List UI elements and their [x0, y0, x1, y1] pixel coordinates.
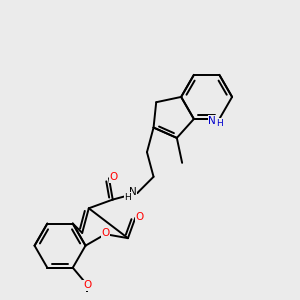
Text: O: O	[109, 172, 117, 182]
Text: O: O	[136, 212, 144, 223]
Text: H: H	[124, 193, 131, 202]
Text: O: O	[83, 280, 91, 290]
Text: H: H	[217, 118, 223, 127]
Text: O: O	[102, 228, 110, 238]
Text: N: N	[129, 187, 137, 196]
Text: N: N	[208, 116, 216, 126]
